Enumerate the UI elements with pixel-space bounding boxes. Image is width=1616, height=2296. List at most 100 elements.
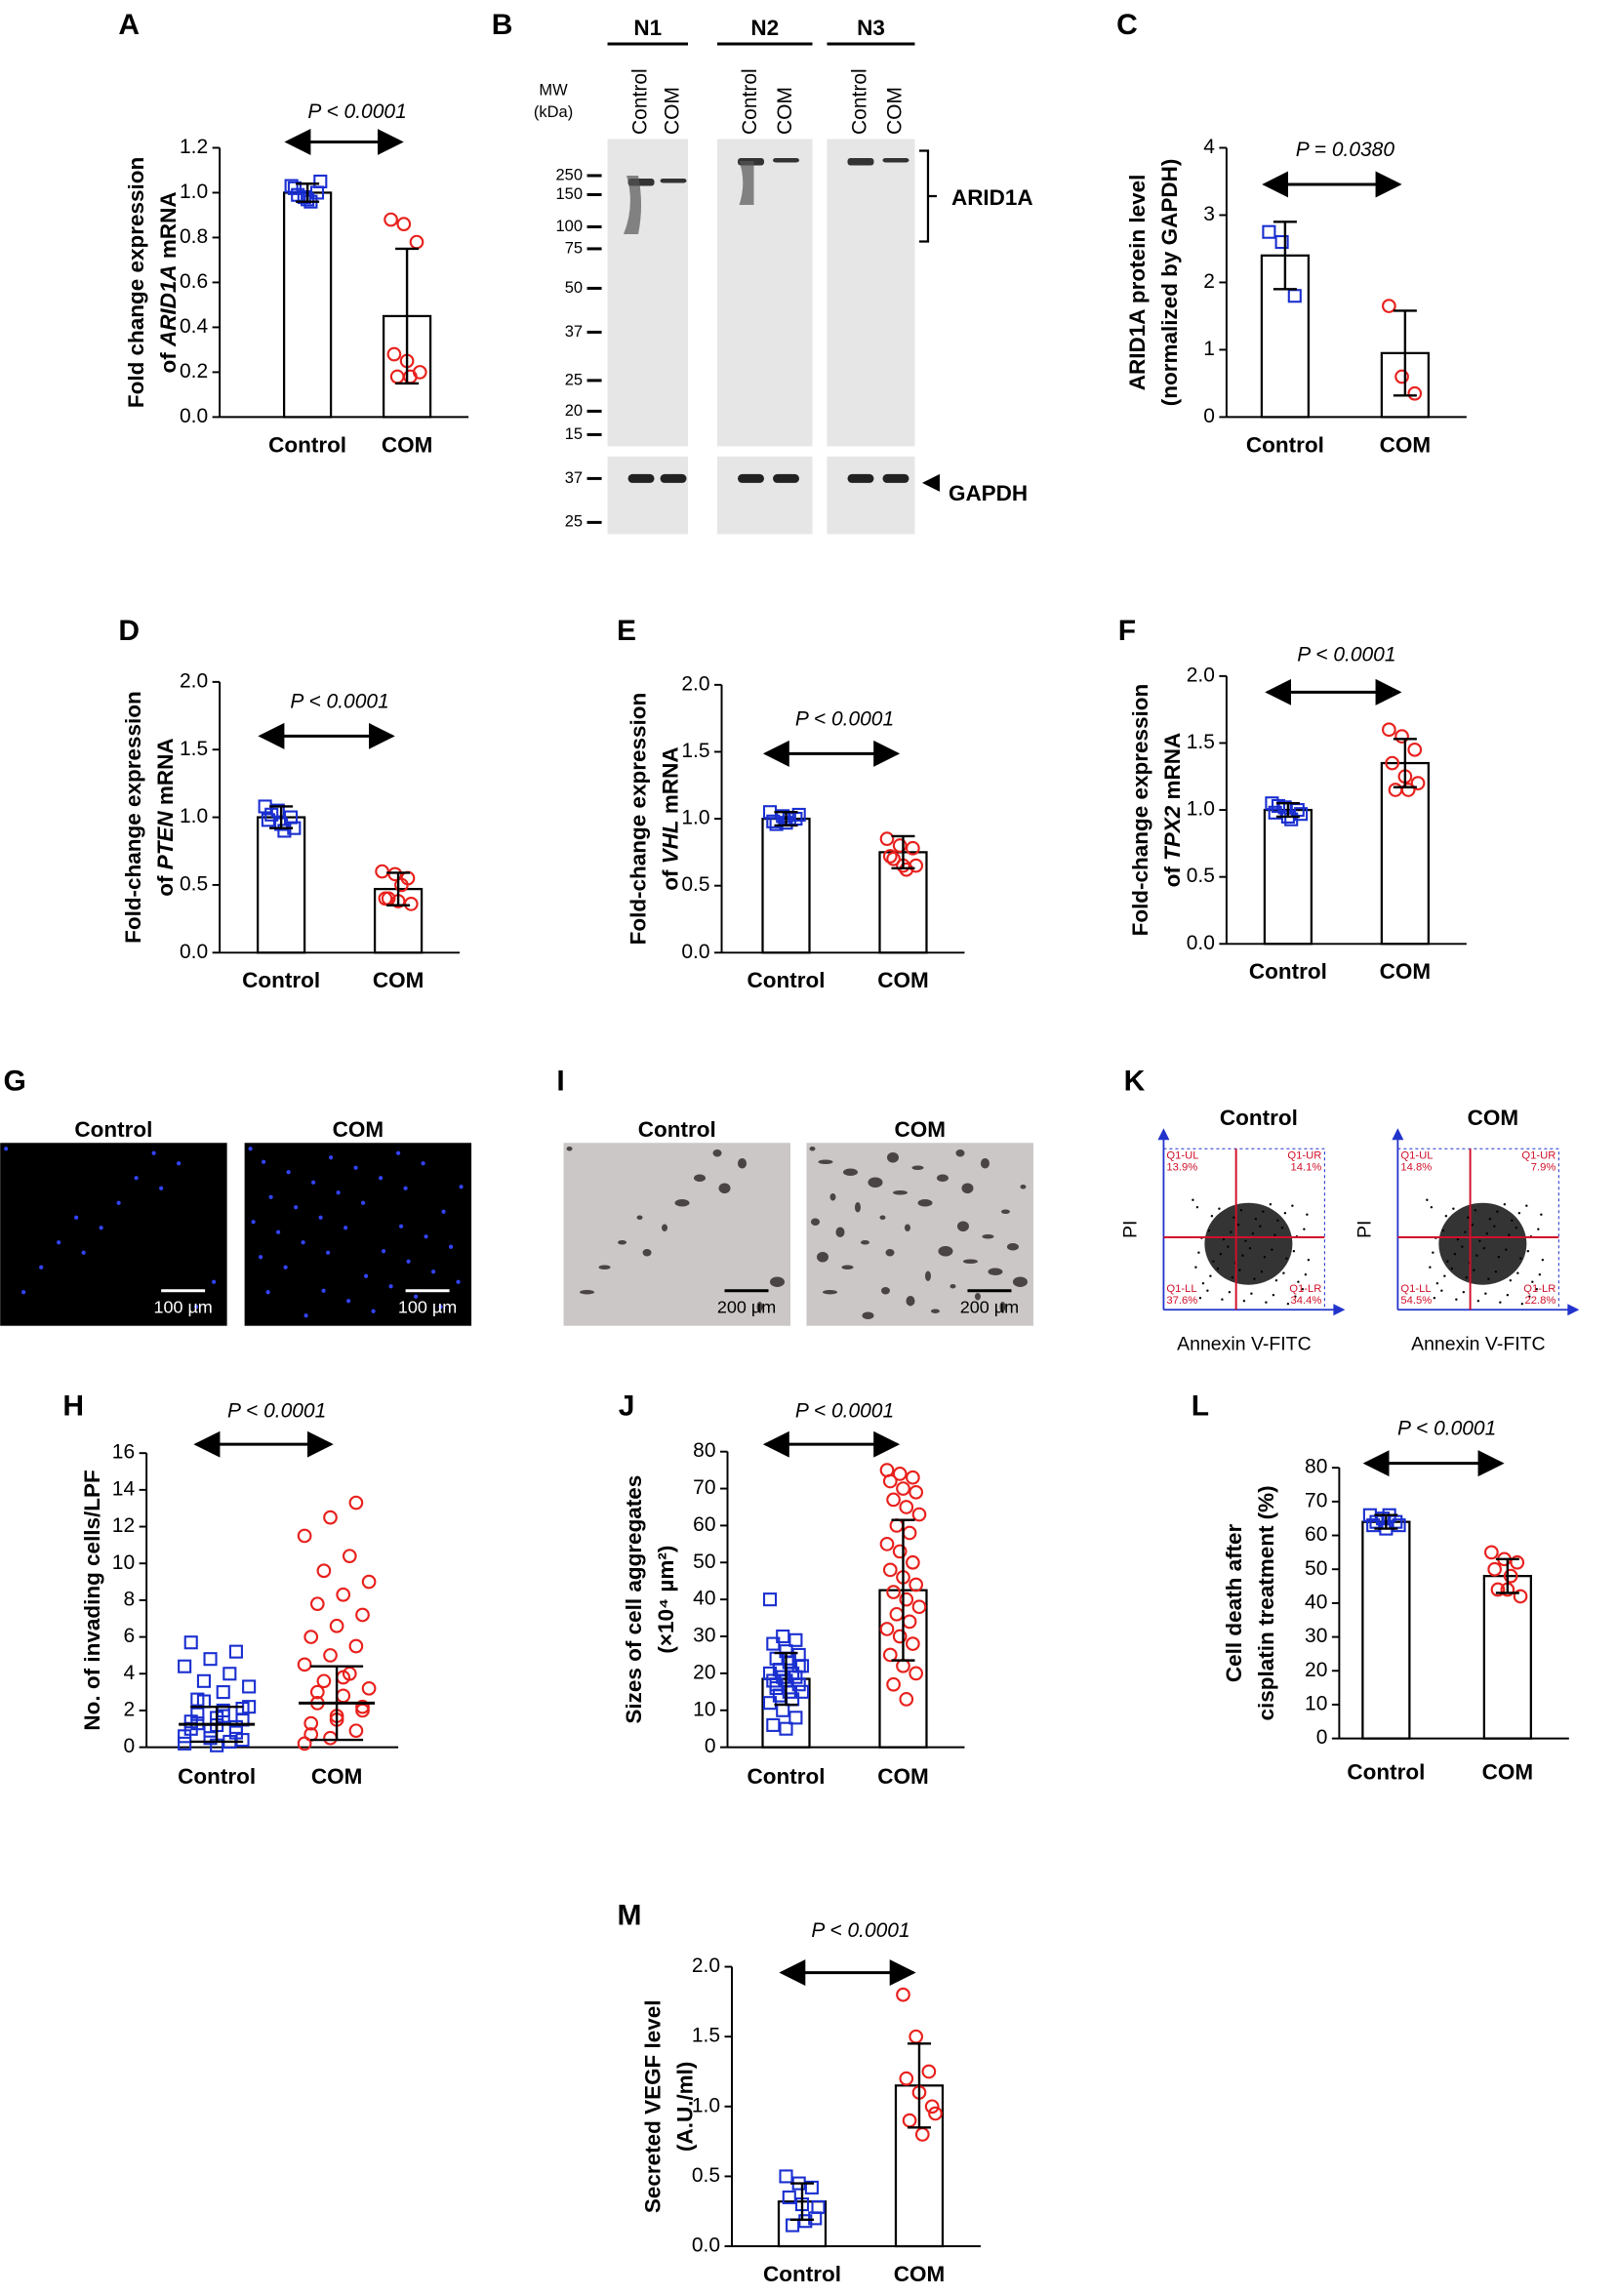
event [1231, 1276, 1234, 1279]
error-bar [1275, 802, 1300, 819]
event [1253, 1277, 1256, 1280]
event [1509, 1279, 1513, 1282]
aggregate [924, 1270, 931, 1281]
event [1478, 1239, 1481, 1242]
data-point [899, 862, 914, 877]
aggregate [917, 1198, 933, 1207]
y-axis-label: Sizes of cell aggregates [622, 1475, 646, 1724]
arrowhead [921, 473, 940, 492]
data-point [348, 1723, 364, 1739]
p-value: P < 0.0001 [307, 101, 406, 123]
quadrant-label: 7.9% [1531, 1162, 1556, 1174]
nucleus [194, 1305, 199, 1309]
aggregate [1020, 1184, 1027, 1189]
y-axis-label-part: Fold change expression [124, 157, 148, 408]
error-bar [1273, 221, 1297, 291]
blot-top [717, 139, 813, 447]
blot-bottom [607, 456, 689, 535]
plot-box [1162, 1148, 1325, 1310]
quadrant-label: Q1-UL [1166, 1150, 1198, 1162]
quadrant-label: Q1-UR [1287, 1150, 1321, 1162]
nucleus [259, 1255, 263, 1260]
y-axis-label-part: TPX2 [1160, 805, 1185, 861]
data-point [879, 831, 895, 847]
y-axis-label: of PTEN mRNA [153, 738, 178, 896]
data-point [1410, 776, 1426, 790]
quadrant-label: 14.1% [1291, 1162, 1322, 1174]
data-point [303, 1630, 319, 1644]
x-tick-label: COM [1380, 432, 1431, 457]
data-point [879, 1622, 895, 1636]
y-axis-label-part: ARID1A [156, 264, 181, 347]
nucleus [301, 1240, 305, 1245]
x-tick-label: COM [877, 968, 928, 992]
nucleus [57, 1240, 61, 1245]
aggregate [566, 1147, 573, 1151]
data-point [1274, 234, 1289, 250]
data-point [342, 1549, 357, 1564]
error-bar [1374, 1513, 1398, 1530]
scale-label: 200 µm [717, 1297, 776, 1316]
y-tick-label: 60 [693, 1513, 715, 1536]
data-point [323, 1648, 338, 1663]
nucleus [116, 1200, 121, 1205]
nucleus [398, 1224, 404, 1229]
data-point [1385, 755, 1400, 771]
panel-letter: E [617, 615, 636, 647]
y-tick-label: 0 [1316, 1726, 1328, 1749]
p-value: P < 0.0001 [811, 1919, 909, 1942]
aggregate [756, 1301, 763, 1312]
y-axis-label: Fold change expression [124, 157, 148, 408]
y-tick-label: 0.0 [180, 941, 208, 963]
y-axis-label-part: ARID1A protein level [1125, 175, 1150, 391]
data-point [776, 1629, 790, 1644]
x-tick-label: Control [1246, 432, 1324, 457]
nucleus [346, 1299, 351, 1304]
y-tick-label: 0 [1203, 405, 1215, 427]
event [1506, 1294, 1510, 1297]
y-tick-label: 80 [693, 1439, 715, 1462]
x-axis-label: Annexin V-FITC [1177, 1333, 1312, 1354]
data-point [766, 814, 781, 828]
event [1242, 1300, 1246, 1303]
mw-marker: 37 [565, 323, 583, 341]
quadrant-label: Q1-LR [1289, 1283, 1321, 1295]
events [1438, 1202, 1527, 1285]
data-point [791, 1677, 806, 1692]
data-point [906, 1554, 920, 1570]
y-tick-label: 0.0 [681, 941, 709, 963]
nucleus [268, 1194, 273, 1199]
y-axis-label: of ARID1A mRNA [156, 191, 181, 373]
error-bar [891, 1518, 915, 1662]
y-axis-label: Fold-change expression [626, 693, 650, 946]
panel-letter: G [4, 1066, 26, 1098]
arid1a-band [882, 157, 909, 163]
data-point [782, 2190, 796, 2204]
y-tick-label: 0.0 [692, 2235, 720, 2257]
data-point [216, 1685, 230, 1700]
data-point [1407, 742, 1423, 757]
nucleus [336, 1190, 341, 1195]
event [1210, 1215, 1214, 1218]
data-point [899, 1591, 914, 1607]
aggregate [980, 1157, 990, 1169]
data-point [190, 1692, 205, 1707]
y-tick-label: 2 [1203, 270, 1215, 293]
nucleus [99, 1226, 103, 1230]
aggregate [618, 1239, 627, 1245]
data-point [769, 1677, 784, 1692]
y-tick-label: 1.5 [681, 740, 709, 762]
event [1206, 1289, 1209, 1292]
micrograph [563, 1143, 791, 1326]
data-point [889, 1518, 905, 1533]
y-tick-label: 2.0 [692, 1954, 720, 1977]
event [1517, 1212, 1521, 1215]
y-axis-label-part: PTEN [153, 811, 178, 870]
event [1487, 1277, 1490, 1280]
data-point [336, 1587, 351, 1602]
nucleus [424, 1234, 428, 1239]
quadrant-label: 13.9% [1166, 1162, 1197, 1174]
x-tick-label: Control [268, 432, 346, 457]
y-axis-label: No. of invading cells/LPF [80, 1470, 104, 1730]
blot-bottom [827, 456, 915, 535]
